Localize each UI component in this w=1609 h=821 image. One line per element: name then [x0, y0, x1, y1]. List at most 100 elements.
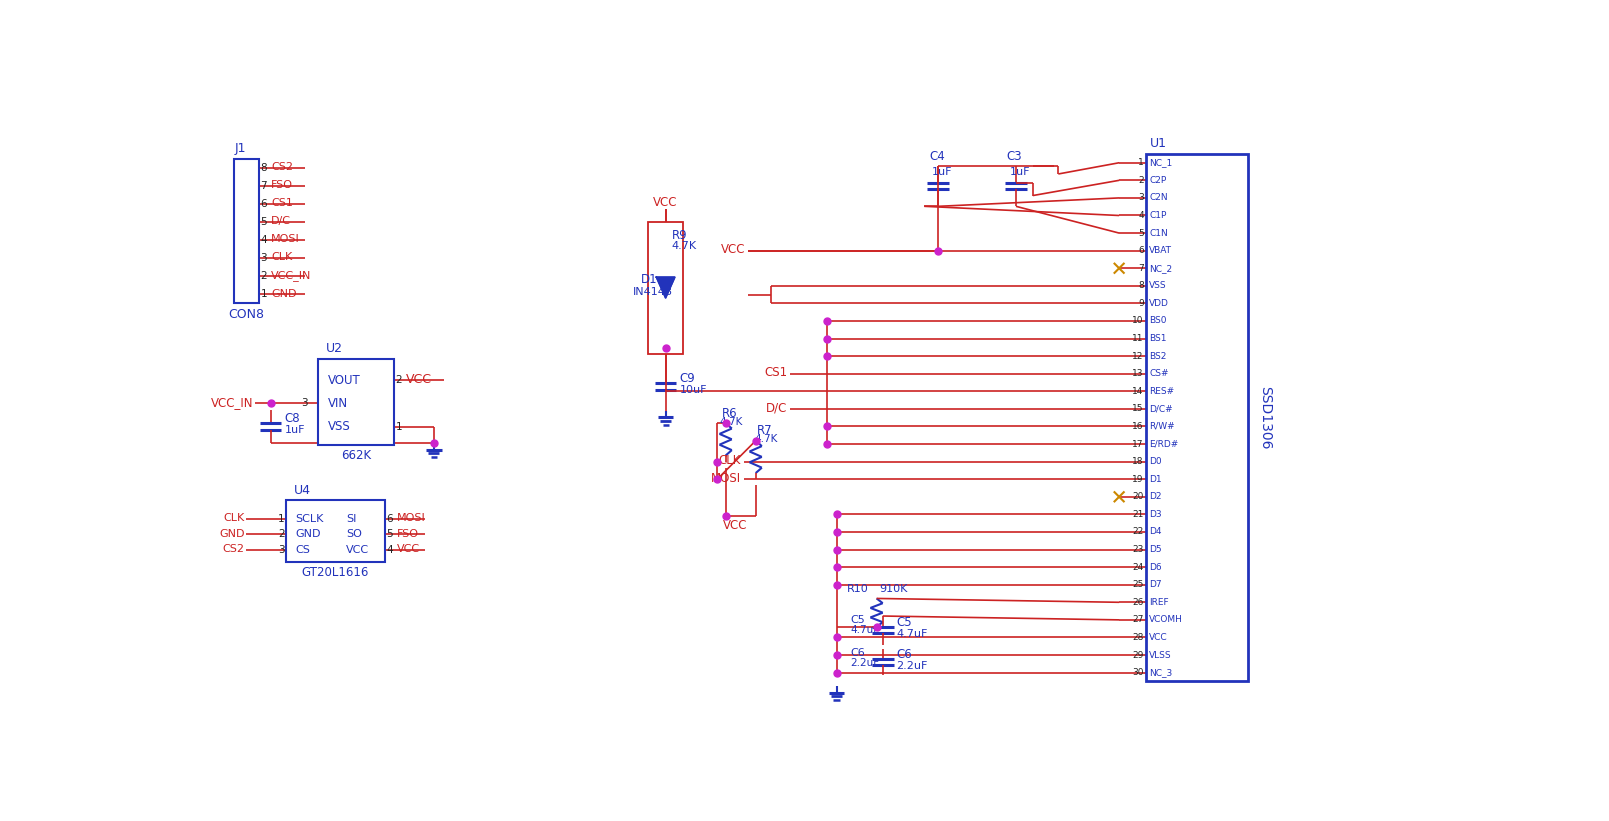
Text: CS#: CS# [1149, 369, 1168, 378]
Text: 910K: 910K [880, 585, 907, 594]
Text: 5: 5 [386, 530, 393, 539]
Bar [286, 501, 385, 562]
Text: C5: C5 [896, 616, 912, 629]
Text: 28: 28 [1133, 633, 1144, 642]
Text: VSS: VSS [328, 420, 351, 433]
Text: VBAT: VBAT [1149, 246, 1173, 255]
Text: C5: C5 [851, 615, 866, 625]
Text: 4.7uF: 4.7uF [896, 629, 928, 639]
Text: 7: 7 [1138, 264, 1144, 273]
Text: U2: U2 [327, 342, 343, 355]
Text: D7: D7 [1149, 580, 1162, 589]
Text: BS0: BS0 [1149, 316, 1167, 325]
Text: GND: GND [294, 530, 320, 539]
Text: D3: D3 [1149, 510, 1162, 519]
Text: D1: D1 [1149, 475, 1162, 484]
Text: NC_3: NC_3 [1149, 668, 1173, 677]
Text: VCOMH: VCOMH [1149, 616, 1183, 625]
Text: 13: 13 [1133, 369, 1144, 378]
Text: CS2: CS2 [272, 162, 293, 172]
Text: 21: 21 [1133, 510, 1144, 519]
Text: 10uF: 10uF [679, 385, 706, 396]
Text: D/C: D/C [272, 216, 291, 226]
Text: VCC: VCC [397, 544, 420, 554]
Text: 2: 2 [1138, 176, 1144, 185]
Text: R10: R10 [848, 585, 869, 594]
Text: 1: 1 [396, 421, 402, 432]
Text: 29: 29 [1133, 650, 1144, 659]
Text: VIN: VIN [328, 397, 348, 410]
Text: U1: U1 [1150, 137, 1167, 150]
Bar [1146, 154, 1247, 681]
Text: FSO: FSO [397, 529, 418, 539]
Text: CLK: CLK [224, 513, 245, 523]
Text: C4: C4 [928, 149, 944, 163]
Text: CS1: CS1 [764, 366, 787, 379]
Text: 17: 17 [1133, 439, 1144, 448]
Text: D1: D1 [640, 273, 658, 286]
Text: IN4148: IN4148 [634, 287, 673, 296]
Text: MOSI: MOSI [272, 234, 301, 244]
Text: 5: 5 [261, 217, 267, 227]
Text: D/C#: D/C# [1149, 405, 1173, 414]
Text: CS1: CS1 [272, 198, 293, 208]
Text: D4: D4 [1149, 527, 1162, 536]
Text: BS2: BS2 [1149, 351, 1167, 360]
Text: 15: 15 [1133, 405, 1144, 414]
Text: NC_2: NC_2 [1149, 264, 1173, 273]
Text: 27: 27 [1133, 616, 1144, 625]
Text: FSO: FSO [272, 180, 293, 190]
Text: 9: 9 [1138, 299, 1144, 308]
Text: 2.2uF: 2.2uF [851, 658, 880, 668]
Text: 6: 6 [1138, 246, 1144, 255]
Text: CLK: CLK [272, 252, 293, 263]
Text: BS1: BS1 [1149, 334, 1167, 343]
Text: 19: 19 [1133, 475, 1144, 484]
Text: 1: 1 [261, 289, 267, 300]
Text: E/RD#: E/RD# [1149, 439, 1178, 448]
Text: C6: C6 [896, 648, 912, 661]
Text: 16: 16 [1133, 422, 1144, 431]
Text: 4.7K: 4.7K [755, 434, 777, 444]
Text: 1uF: 1uF [285, 425, 306, 435]
Text: VCC_IN: VCC_IN [272, 270, 312, 281]
Text: VCC: VCC [405, 373, 433, 386]
Text: 4: 4 [1138, 211, 1144, 220]
Text: D5: D5 [1149, 545, 1162, 554]
Text: 4.7K: 4.7K [673, 241, 697, 251]
Bar [319, 359, 394, 445]
Text: R6: R6 [722, 406, 737, 420]
Text: 2.2uF: 2.2uF [896, 661, 928, 671]
Text: 3: 3 [1138, 194, 1144, 203]
Text: VDD: VDD [1149, 299, 1170, 308]
Text: SO: SO [346, 530, 362, 539]
Text: C1P: C1P [1149, 211, 1167, 220]
Text: 3: 3 [261, 253, 267, 263]
Text: 4.7uF: 4.7uF [851, 625, 880, 635]
Text: 7: 7 [261, 181, 267, 190]
Text: GT20L1616: GT20L1616 [301, 566, 368, 580]
Text: C9: C9 [679, 372, 695, 385]
Text: MOSI: MOSI [711, 472, 742, 485]
Text: D/C: D/C [766, 401, 787, 415]
Text: C8: C8 [285, 412, 301, 425]
Bar [648, 222, 684, 354]
Text: VOUT: VOUT [328, 374, 360, 387]
Text: C6: C6 [851, 648, 866, 658]
Text: 23: 23 [1133, 545, 1144, 554]
Text: 3: 3 [301, 398, 307, 408]
Text: 2: 2 [261, 271, 267, 282]
Text: 1uF: 1uF [932, 167, 953, 177]
Text: 20: 20 [1133, 493, 1144, 502]
Text: CS2: CS2 [222, 544, 245, 554]
Text: 12: 12 [1133, 351, 1144, 360]
Text: 2: 2 [278, 530, 285, 539]
Polygon shape [656, 277, 674, 298]
Text: CS: CS [294, 545, 311, 555]
Text: VCC: VCC [722, 519, 747, 532]
Text: RES#: RES# [1149, 387, 1175, 396]
Text: 11: 11 [1133, 334, 1144, 343]
Text: D0: D0 [1149, 457, 1162, 466]
Text: 8: 8 [261, 163, 267, 172]
Text: C2N: C2N [1149, 194, 1168, 203]
